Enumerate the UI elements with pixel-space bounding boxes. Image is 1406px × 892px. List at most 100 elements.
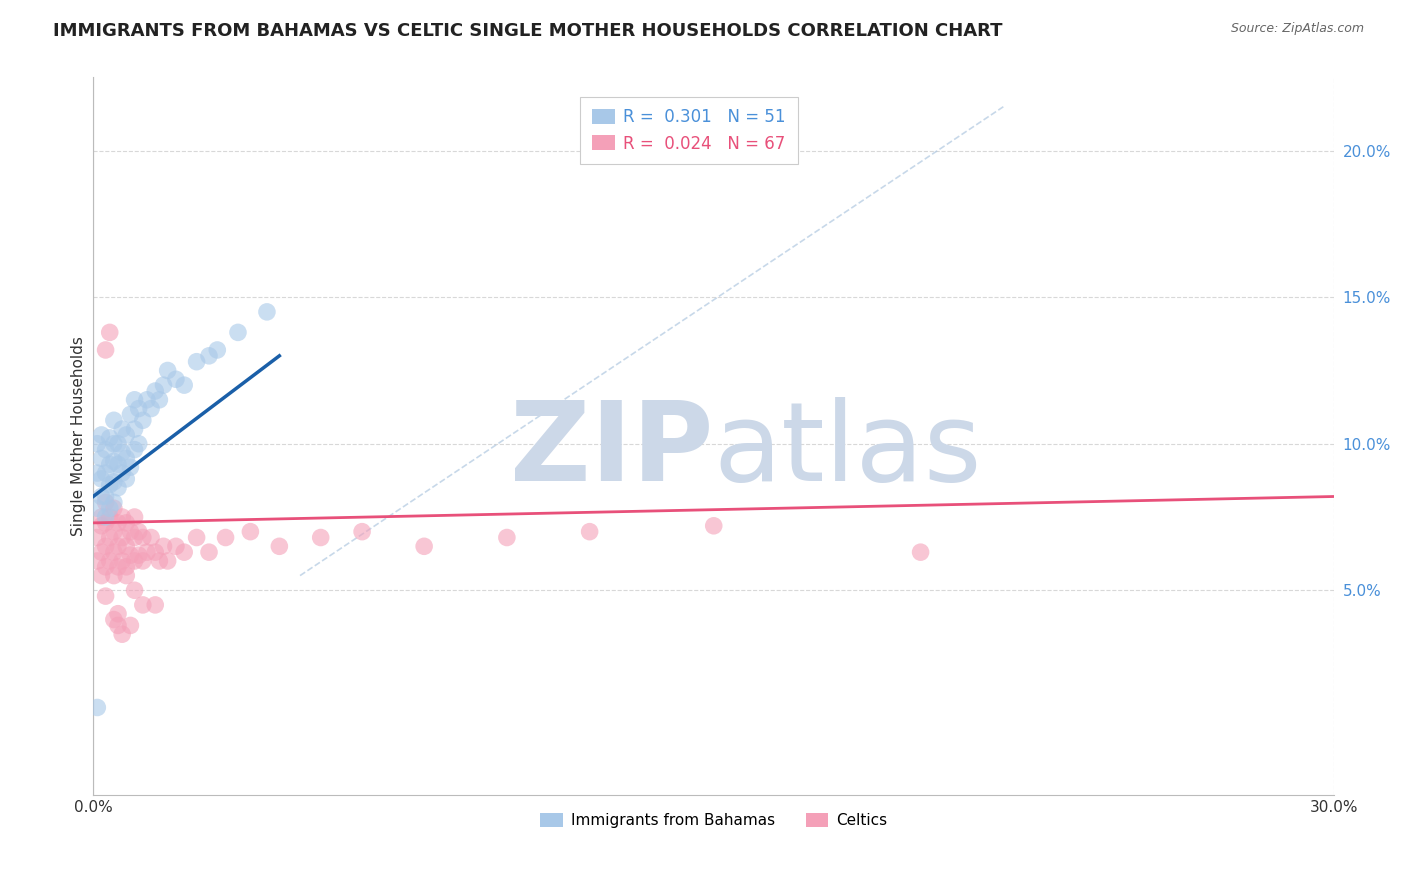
Point: [103, 613, 125, 627]
Point: [156, 363, 179, 377]
Point: [136, 545, 159, 559]
Point: [132, 554, 155, 568]
Point: [496, 531, 519, 545]
Point: [352, 524, 374, 539]
Point: [94, 589, 117, 603]
Point: [90, 472, 112, 486]
Point: [120, 408, 142, 422]
Point: [152, 539, 174, 553]
Point: [115, 451, 138, 466]
Point: [124, 442, 146, 457]
Point: [115, 559, 138, 574]
Point: [143, 598, 166, 612]
Point: [124, 531, 146, 545]
Point: [136, 392, 159, 407]
Point: [94, 510, 117, 524]
Point: [703, 518, 725, 533]
Point: [269, 539, 291, 553]
Point: [214, 531, 236, 545]
Point: [124, 510, 146, 524]
Y-axis label: Single Mother Households: Single Mother Households: [72, 336, 86, 536]
Point: [143, 384, 166, 398]
Point: [156, 554, 179, 568]
Point: [98, 326, 121, 340]
Point: [115, 516, 138, 530]
Text: IMMIGRANTS FROM BAHAMAS VS CELTIC SINGLE MOTHER HOUSEHOLDS CORRELATION CHART: IMMIGRANTS FROM BAHAMAS VS CELTIC SINGLE…: [53, 22, 1002, 40]
Point: [111, 510, 134, 524]
Point: [98, 477, 121, 491]
Point: [173, 378, 195, 392]
Point: [86, 531, 108, 545]
Point: [107, 457, 129, 471]
Point: [90, 545, 112, 559]
Point: [139, 531, 162, 545]
Point: [103, 495, 125, 509]
Point: [103, 501, 125, 516]
Point: [90, 510, 112, 524]
Point: [86, 554, 108, 568]
Point: [98, 554, 121, 568]
Point: [143, 545, 166, 559]
Point: [86, 436, 108, 450]
Point: [124, 392, 146, 407]
Point: [103, 568, 125, 582]
Point: [152, 378, 174, 392]
Point: [256, 305, 278, 319]
Point: [94, 490, 117, 504]
Point: [128, 436, 150, 450]
Point: [90, 451, 112, 466]
Point: [186, 354, 208, 368]
Point: [115, 539, 138, 553]
Point: [107, 618, 129, 632]
Point: [111, 422, 134, 436]
Point: [94, 516, 117, 530]
Point: [198, 545, 221, 559]
Point: [103, 413, 125, 427]
Point: [128, 524, 150, 539]
Point: [107, 516, 129, 530]
Point: [413, 539, 436, 553]
Point: [94, 495, 117, 509]
Point: [103, 436, 125, 450]
Point: [120, 618, 142, 632]
Point: [132, 531, 155, 545]
Point: [226, 326, 249, 340]
Legend: Immigrants from Bahamas, Celtics: Immigrants from Bahamas, Celtics: [534, 807, 893, 834]
Point: [86, 700, 108, 714]
Point: [111, 627, 134, 641]
Text: atlas: atlas: [714, 397, 983, 504]
Point: [94, 559, 117, 574]
Point: [120, 460, 142, 475]
Point: [86, 501, 108, 516]
Point: [86, 466, 108, 480]
Point: [207, 343, 229, 357]
Point: [120, 548, 142, 562]
Point: [124, 554, 146, 568]
Point: [107, 559, 129, 574]
Point: [98, 510, 121, 524]
Point: [94, 539, 117, 553]
Point: [186, 531, 208, 545]
Point: [111, 554, 134, 568]
Point: [128, 401, 150, 416]
Point: [198, 349, 221, 363]
Point: [111, 531, 134, 545]
Point: [132, 598, 155, 612]
Point: [103, 545, 125, 559]
Point: [98, 501, 121, 516]
Point: [94, 466, 117, 480]
Point: [103, 475, 125, 489]
Point: [148, 554, 170, 568]
Point: [90, 568, 112, 582]
Point: [111, 466, 134, 480]
Point: [148, 392, 170, 407]
Point: [90, 518, 112, 533]
Point: [128, 548, 150, 562]
Point: [98, 457, 121, 471]
Point: [107, 539, 129, 553]
Point: [139, 401, 162, 416]
Point: [90, 428, 112, 442]
Point: [120, 524, 142, 539]
Point: [910, 545, 932, 559]
Point: [165, 372, 187, 386]
